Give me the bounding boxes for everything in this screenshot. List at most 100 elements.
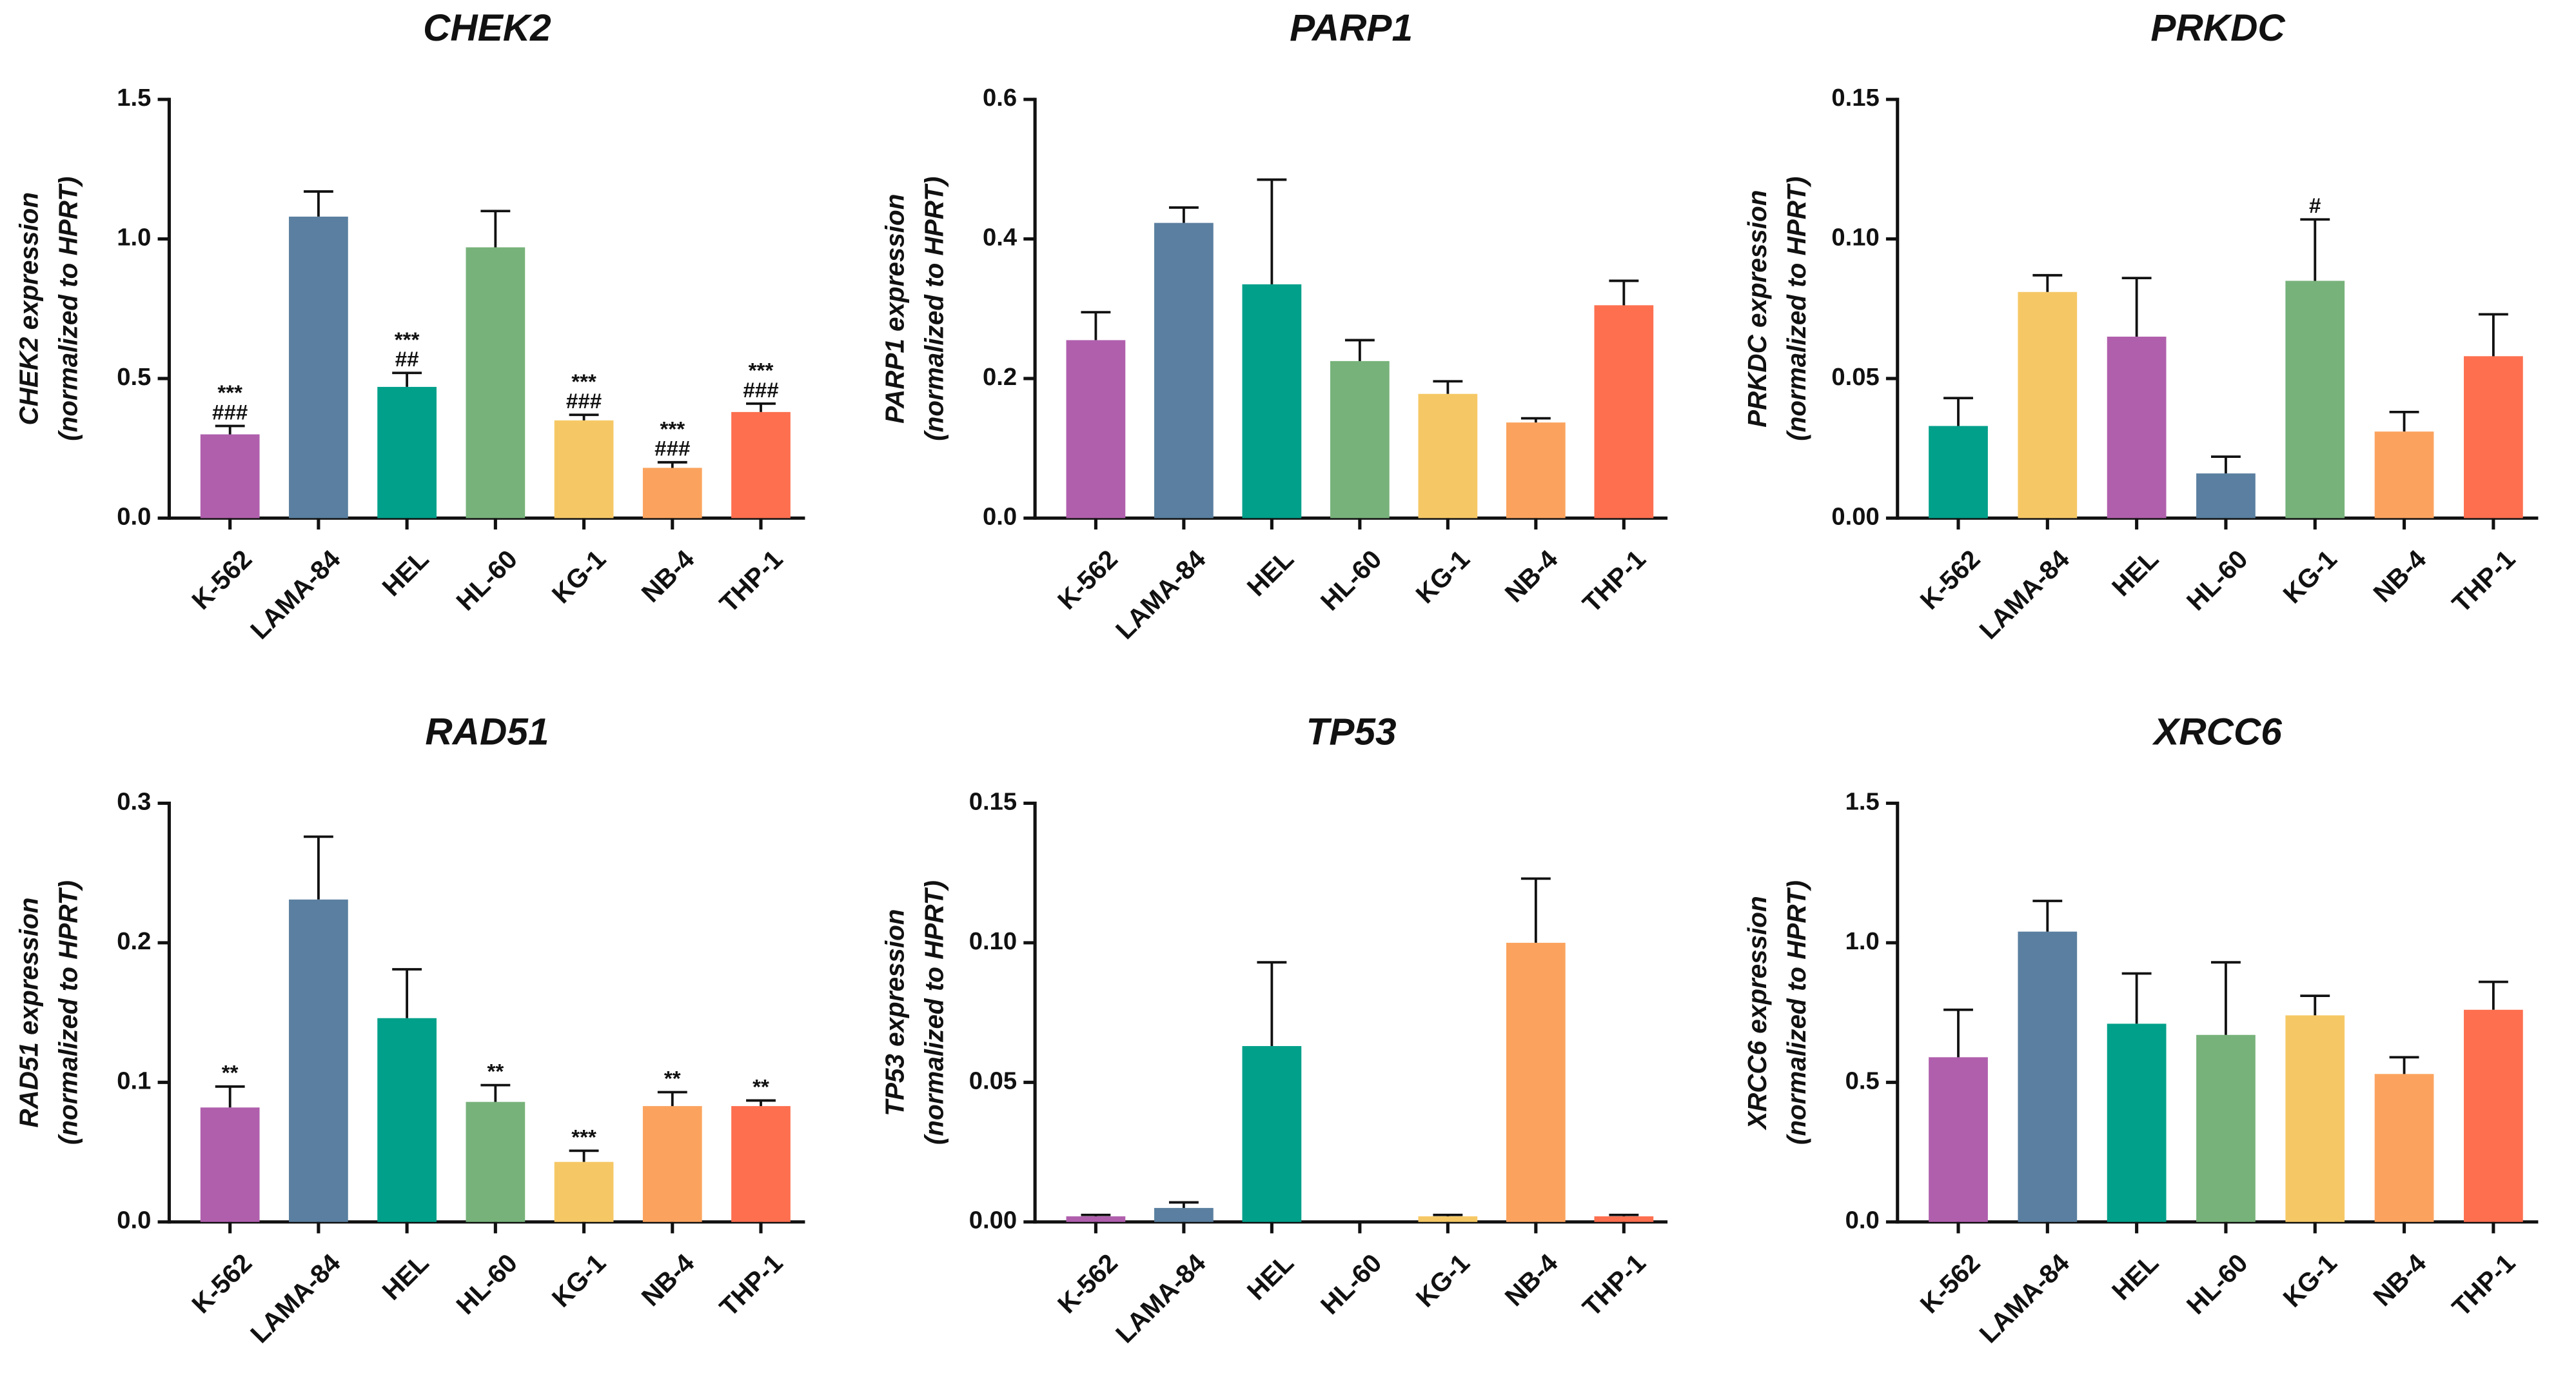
y-tick-label: 0.4: [983, 224, 1017, 252]
annotation: ***: [217, 380, 242, 404]
error-bar: [569, 1149, 599, 1162]
y-axis-label: PRKDC expression: [1742, 190, 1772, 428]
error-bar: [569, 413, 599, 420]
bar: [554, 420, 614, 519]
error-bar: [392, 968, 422, 1018]
annotation: ###: [566, 389, 602, 413]
error-bar: [1520, 877, 1551, 943]
error-bar: [1943, 1008, 1973, 1058]
bar: [1929, 1057, 1988, 1222]
x-tick-label: LAMA-84: [1110, 1248, 1212, 1349]
error-bar: [215, 1085, 245, 1108]
bar: [2464, 356, 2523, 519]
bar: [1418, 393, 1478, 519]
bar: [1594, 1216, 1654, 1222]
x-tick-label: HL-60: [450, 1248, 523, 1320]
error-bar: [657, 1091, 687, 1107]
annotation: ##: [395, 347, 419, 371]
annotation: #: [2309, 193, 2321, 217]
error-bar: [1081, 1214, 1111, 1217]
bar: [554, 1161, 614, 1222]
x-tick-label: NB-4: [2367, 544, 2432, 608]
y-axis-label: (normalized to HPRT): [919, 880, 949, 1145]
bar: [1154, 1208, 1214, 1222]
error-bar: [1344, 339, 1375, 361]
error-bar: [303, 835, 333, 900]
y-axis-label: TP53 expression: [880, 909, 909, 1116]
bar: [289, 216, 348, 519]
y-axis-label: XRCC6 expression: [1742, 896, 1772, 1131]
x-tick-label: LAMA-84: [1973, 544, 2075, 645]
y-tick-label: 1.5: [1845, 789, 1880, 816]
error-bar: [2032, 900, 2063, 932]
bar: [1506, 422, 1566, 519]
error-bar: [1943, 397, 1973, 426]
annotation: **: [487, 1060, 504, 1083]
y-tick-label: 1.5: [117, 84, 151, 112]
annotation: ###: [212, 400, 248, 424]
bar: [731, 411, 791, 519]
annotation: ###: [743, 378, 778, 402]
bar: [377, 386, 437, 519]
y-axis-label: CHEK2 expression: [14, 192, 43, 426]
y-axis-label: PARP1 expression: [880, 194, 909, 424]
error-bar: [2389, 1056, 2419, 1074]
x-tick-label: HEL: [2106, 1248, 2164, 1306]
error-bar: [1168, 206, 1199, 223]
x-tick-label: K-562: [186, 544, 257, 615]
bar: [1242, 284, 1302, 519]
y-tick-label: 1.0: [1845, 928, 1880, 955]
error-bar: [215, 424, 245, 435]
x-tick-label: KG-1: [546, 1248, 612, 1313]
y-tick-label: 0.10: [1831, 224, 1879, 252]
y-tick-label: 0.0: [983, 504, 1017, 531]
bar: [2374, 431, 2434, 519]
x-tick-label: THP-1: [714, 544, 789, 618]
y-tick-label: 0.15: [969, 789, 1017, 816]
bar: [2285, 1015, 2345, 1222]
chart-title: TP53: [1306, 711, 1397, 753]
x-tick-label: HEL: [2106, 544, 2164, 602]
y-tick-label: 0.0: [117, 504, 151, 531]
y-axis-label: (normalized to HPRT): [919, 177, 949, 441]
y-axis-label: (normalized to HPRT): [54, 177, 83, 441]
annotation: **: [222, 1061, 239, 1085]
x-tick-label: K-562: [186, 1248, 257, 1319]
x-tick-label: LAMA-84: [244, 544, 346, 645]
x-tick-label: NB-4: [1499, 1248, 1564, 1312]
error-bar: [657, 460, 687, 468]
bar: [642, 1106, 702, 1222]
y-tick-label: 0.00: [969, 1207, 1017, 1234]
error-bar: [1081, 311, 1111, 341]
error-bar: [746, 1099, 776, 1107]
x-tick-label: THP-1: [1577, 544, 1651, 618]
x-tick-label: KG-1: [2277, 544, 2343, 609]
annotation: ***: [395, 328, 420, 351]
error-bar: [1609, 1214, 1639, 1217]
annotation: **: [664, 1066, 681, 1090]
x-tick-label: HEL: [377, 544, 435, 602]
x-tick-label: LAMA-84: [244, 1248, 346, 1349]
bar: [1929, 426, 1988, 519]
y-axis-label: (normalized to HPRT): [54, 880, 83, 1145]
y-tick-label: 0.6: [983, 84, 1017, 112]
error-bar: [2032, 273, 2063, 292]
y-tick-label: 0.1: [117, 1067, 151, 1094]
bar: [1242, 1046, 1302, 1222]
x-tick-label: HL-60: [450, 544, 523, 617]
y-axis-label: (normalized to HPRT): [1782, 177, 1811, 441]
chart-title: XRCC6: [2152, 711, 2282, 753]
x-tick-label: HL-60: [2181, 544, 2254, 617]
bar: [1594, 305, 1654, 519]
x-tick-label: NB-4: [636, 1248, 700, 1312]
chart-title: RAD51: [425, 711, 549, 753]
x-tick-label: NB-4: [1499, 544, 1564, 608]
y-axis-label: (normalized to HPRT): [1782, 880, 1811, 1145]
error-bar: [2478, 313, 2508, 357]
x-tick-label: KG-1: [1410, 1248, 1476, 1313]
y-tick-label: 0.05: [969, 1067, 1017, 1094]
error-bar: [480, 210, 511, 248]
bar: [1066, 1216, 1126, 1222]
error-bar: [480, 1083, 511, 1102]
x-tick-label: LAMA-84: [1973, 1248, 2075, 1349]
